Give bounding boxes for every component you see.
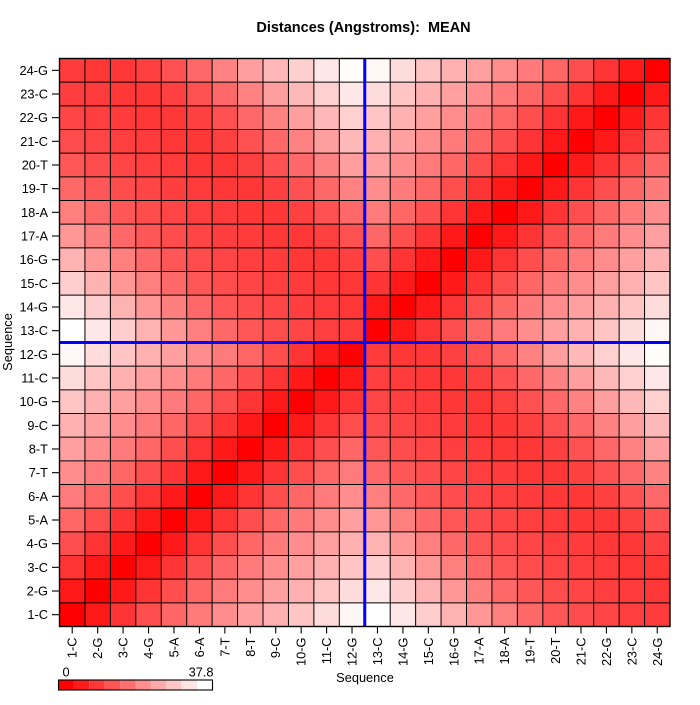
svg-text:22-G: 22-G [20,110,48,125]
svg-text:24-G: 24-G [650,638,665,666]
svg-text:5-A: 5-A [28,513,48,528]
svg-text:19-T: 19-T [523,637,538,663]
svg-text:8-T: 8-T [243,637,258,656]
svg-text:Distances (Angstroms): MEAN: Distances (Angstroms): MEAN [256,20,470,36]
svg-text:21-C: 21-C [20,134,48,149]
svg-text:4-G: 4-G [27,536,48,551]
svg-text:12-G: 12-G [20,347,48,362]
svg-text:6-A: 6-A [28,489,48,504]
svg-text:17-A: 17-A [21,229,48,244]
svg-text:23-C: 23-C [624,638,639,666]
svg-text:16-G: 16-G [20,252,48,267]
svg-text:16-G: 16-G [446,638,461,666]
svg-text:3-C: 3-C [27,560,48,575]
svg-text:14-G: 14-G [395,638,410,666]
svg-text:1-C: 1-C [65,638,80,659]
svg-text:13-C: 13-C [370,638,385,666]
svg-text:9-C: 9-C [268,638,283,659]
svg-text:22-G: 22-G [599,638,614,666]
svg-text:5-A: 5-A [166,637,181,657]
svg-text:20-T: 20-T [548,637,563,663]
svg-text:15-C: 15-C [421,638,436,666]
svg-text:3-C: 3-C [116,638,131,659]
svg-text:11-C: 11-C [319,638,334,665]
svg-text:13-C: 13-C [20,323,48,338]
svg-text:7-T: 7-T [29,465,48,480]
svg-text:37.8: 37.8 [189,665,214,680]
svg-text:20-T: 20-T [22,158,48,173]
svg-text:10-G: 10-G [20,394,48,409]
svg-text:23-C: 23-C [20,87,48,102]
svg-text:6-A: 6-A [192,637,207,657]
svg-text:19-T: 19-T [22,181,48,196]
svg-text:18-A: 18-A [21,205,48,220]
svg-text:2-G: 2-G [90,638,105,659]
svg-text:7-T: 7-T [217,637,232,656]
svg-text:21-C: 21-C [573,638,588,666]
svg-text:24-G: 24-G [20,63,48,78]
svg-text:Sequence: Sequence [336,670,394,685]
svg-text:0: 0 [63,665,70,680]
svg-text:18-A: 18-A [497,637,512,664]
svg-text:11-C: 11-C [21,371,48,386]
svg-text:1-C: 1-C [27,607,48,622]
svg-text:17-A: 17-A [472,637,487,664]
svg-text:15-C: 15-C [20,276,48,291]
svg-text:4-G: 4-G [141,638,156,659]
svg-text:14-G: 14-G [20,300,48,315]
svg-text:2-G: 2-G [27,584,48,599]
svg-text:12-G: 12-G [345,638,360,666]
svg-text:8-T: 8-T [29,442,48,457]
svg-text:10-G: 10-G [294,638,309,666]
svg-text:Sequence: Sequence [0,313,15,371]
svg-text:9-C: 9-C [27,418,48,433]
